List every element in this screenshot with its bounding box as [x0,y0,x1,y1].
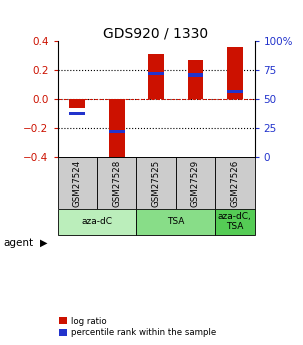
Bar [97,157,136,209]
Bar [58,157,97,209]
Legend: log ratio, percentile rank within the sample: log ratio, percentile rank within the sa… [59,317,216,337]
Bar [136,157,176,209]
Bar [148,55,164,99]
Text: ▶: ▶ [40,238,48,248]
Text: GSM27524: GSM27524 [73,159,82,207]
Bar [58,209,136,235]
Text: GSM27529: GSM27529 [191,159,200,207]
Bar [69,99,85,108]
Text: aza-dC,
TSA: aza-dC, TSA [218,212,252,231]
Bar [215,157,255,209]
Text: GSM27525: GSM27525 [152,159,161,207]
Text: GSM27528: GSM27528 [112,159,121,207]
Text: agent: agent [3,238,33,248]
Bar [227,47,243,99]
Bar [227,90,243,93]
Bar [188,73,203,77]
Text: TSA: TSA [167,217,185,226]
Bar [215,209,255,235]
Bar [136,209,215,235]
Text: GSM27526: GSM27526 [230,159,239,207]
Bar [176,157,215,209]
Bar [69,112,85,115]
Text: aza-dC: aza-dC [82,217,112,226]
Bar [109,130,125,134]
Title: GDS920 / 1330: GDS920 / 1330 [104,26,208,40]
Bar [109,99,125,160]
Bar [148,72,164,76]
Bar [188,60,203,99]
